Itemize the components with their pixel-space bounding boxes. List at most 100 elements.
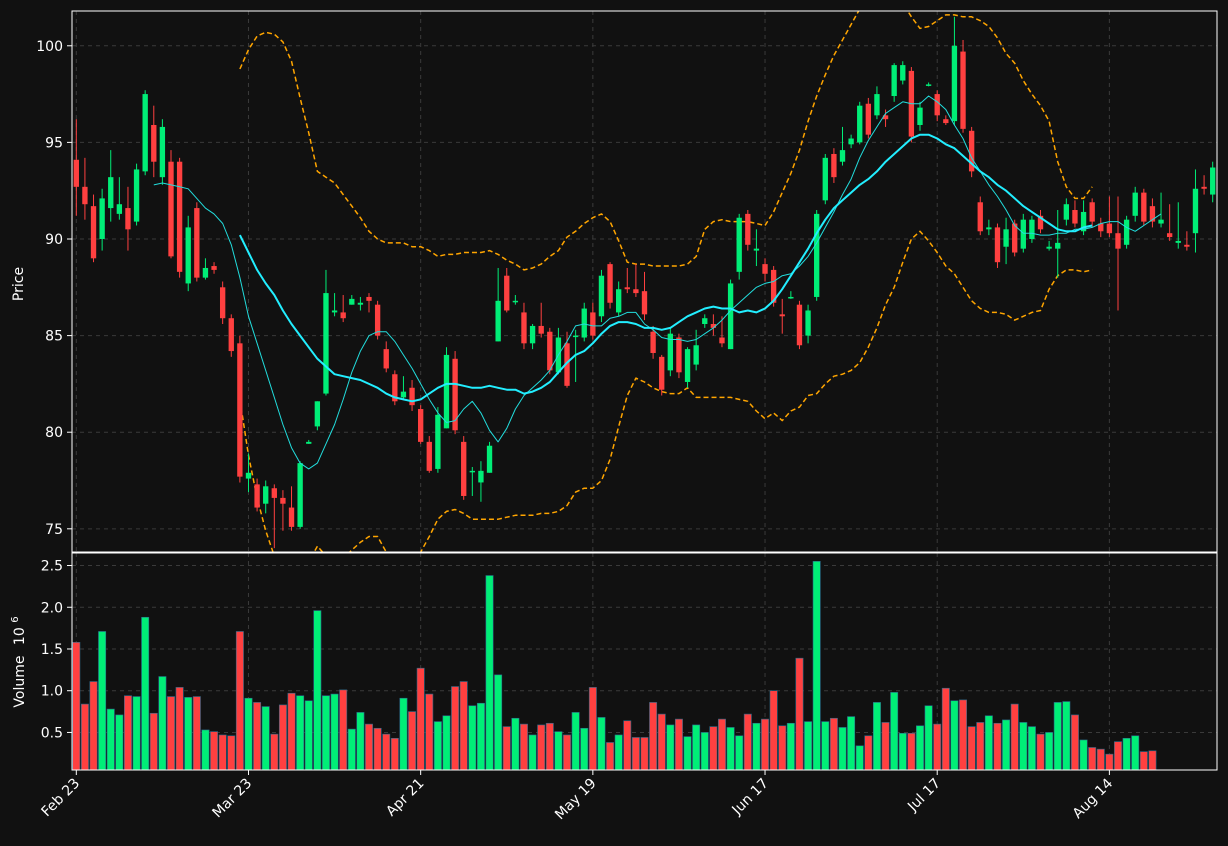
candle-body-96	[900, 65, 906, 81]
volume-bar-74	[709, 726, 718, 771]
candle-body-127	[1166, 233, 1173, 238]
volume-bar-34	[365, 723, 373, 771]
volume-bar-125	[1148, 750, 1157, 771]
volume-bars	[72, 561, 1157, 771]
candle-body-80	[762, 264, 768, 274]
candle-24	[280, 490, 286, 531]
candle-body-119	[1098, 223, 1104, 232]
candle-body-17	[219, 287, 226, 319]
candle-98	[917, 101, 923, 131]
candle-38	[400, 376, 407, 400]
candle-body-79	[753, 248, 760, 251]
candle-6	[125, 186, 131, 251]
candle-23	[271, 484, 277, 549]
volume-bar-1	[80, 703, 89, 771]
bollinger-upper-line	[239, 11, 1093, 271]
candle-body-100	[934, 94, 940, 116]
volume-bar-29	[322, 695, 330, 771]
candle-body-76	[727, 283, 734, 350]
candle-body-93	[874, 94, 880, 116]
candle-51	[512, 295, 519, 305]
candle-body-60	[590, 312, 596, 336]
candle-body-103	[960, 51, 966, 129]
volume-bar-80	[761, 718, 769, 771]
candle-body-83	[788, 296, 794, 299]
volume-y-axis-label: Volume 10 6	[10, 616, 28, 707]
candle-body-0	[73, 159, 79, 187]
candle-39	[409, 380, 415, 411]
volume-bar-7	[132, 696, 141, 771]
volume-bar-15	[201, 729, 210, 771]
candle-body-34	[366, 296, 372, 301]
volume-bar-119	[1096, 748, 1105, 771]
volume-bar-37	[390, 737, 399, 771]
volume-bar-2	[89, 681, 98, 771]
candle-12	[176, 157, 183, 278]
candle-body-47	[478, 470, 484, 483]
volume-bar-95	[890, 692, 899, 771]
candle-body-45	[461, 441, 467, 496]
volume-bar-109	[1010, 703, 1019, 771]
candle-body-117	[1080, 211, 1087, 232]
candle-body-6	[125, 208, 131, 230]
volume-bar-65	[631, 737, 640, 771]
volume-bar-115	[1062, 701, 1071, 771]
candle-29	[323, 269, 329, 396]
candle-100	[934, 90, 940, 122]
volume-bar-121	[1114, 741, 1122, 771]
candle-86	[814, 210, 820, 301]
candle-94	[882, 109, 889, 127]
volume-bar-123	[1131, 735, 1140, 771]
candle-97	[908, 67, 915, 143]
candle-28	[314, 401, 321, 431]
volume-bar-39	[408, 711, 417, 771]
candle-body-94	[882, 115, 889, 120]
candle-93	[874, 86, 880, 120]
candle-body-85	[805, 310, 811, 336]
volume-bar-21	[253, 702, 262, 771]
volume-label-text: Volume	[12, 656, 28, 708]
candle-112	[1037, 210, 1044, 234]
candle-129	[1184, 231, 1190, 251]
candle-9	[151, 105, 157, 178]
candle-body-64	[624, 287, 630, 290]
candle-body-62	[607, 264, 613, 303]
volume-bar-103	[959, 699, 967, 771]
candle-59	[581, 302, 587, 342]
candle-78	[745, 210, 751, 251]
candle-131	[1201, 175, 1207, 195]
candle-82	[779, 298, 785, 334]
candle-body-108	[1003, 229, 1009, 247]
candle-body-63	[616, 289, 622, 313]
candle-body-3	[99, 198, 105, 239]
candle-19	[237, 335, 243, 483]
volume-bar-18	[227, 735, 236, 771]
candle-54	[538, 302, 544, 338]
candle-body-51	[512, 300, 519, 303]
candle-13	[185, 215, 191, 292]
volume-bar-28	[313, 610, 322, 771]
candle-44	[452, 351, 458, 435]
volume-bar-104	[967, 726, 976, 771]
price-tick-label-0: 75	[45, 522, 63, 538]
candle-25	[288, 486, 295, 531]
candle-body-67	[650, 331, 656, 353]
volume-bar-41	[425, 693, 434, 771]
volume-bar-71	[683, 736, 692, 771]
candle-body-126	[1158, 219, 1164, 224]
volume-bar-0	[72, 642, 81, 771]
candle-body-26	[297, 463, 303, 527]
volume-bar-36	[382, 733, 391, 771]
candle-body-91	[857, 105, 863, 143]
volume-bar-108	[1002, 719, 1011, 771]
candle-body-69	[667, 333, 673, 371]
moving-average-slow	[239, 133, 1093, 403]
volume-tick-label-0: 0.5	[41, 725, 63, 741]
volume-bar-52	[520, 723, 528, 771]
volume-bar-72	[692, 724, 701, 771]
volume-bar-27	[304, 700, 313, 771]
candle-76	[727, 279, 734, 350]
candle-62	[607, 262, 613, 309]
candle-body-52	[521, 312, 527, 344]
candle-7	[133, 163, 140, 226]
